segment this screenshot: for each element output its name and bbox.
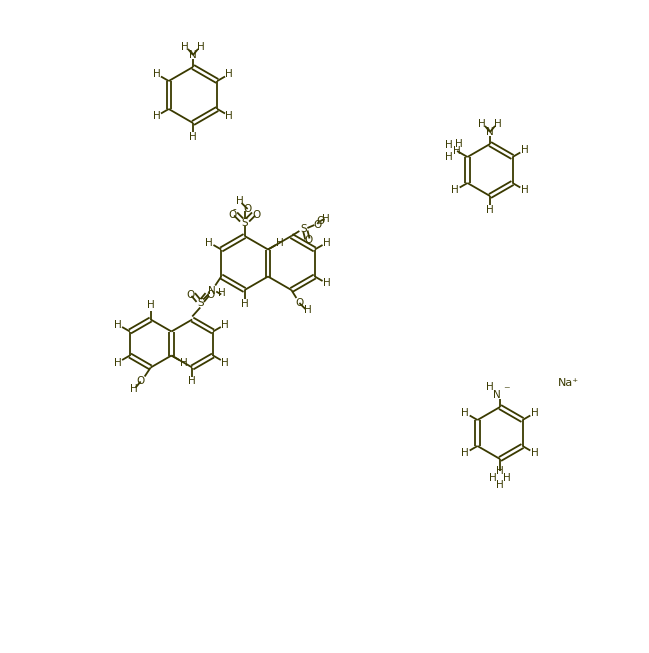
Text: H: H (114, 357, 121, 368)
Text: H: H (197, 42, 205, 52)
Text: H: H (225, 69, 233, 79)
Text: Na⁺: Na⁺ (557, 378, 578, 388)
Text: H: H (445, 152, 453, 162)
Text: S: S (197, 298, 204, 308)
Text: H: H (461, 448, 469, 458)
Text: H: H (461, 408, 469, 418)
Text: O: O (243, 204, 252, 214)
Text: -: - (233, 204, 236, 214)
Text: H: H (114, 319, 121, 330)
Text: H: H (455, 139, 463, 149)
Text: H: H (520, 185, 528, 195)
Text: H: H (181, 42, 189, 52)
Text: H: H (503, 473, 511, 483)
Text: H: H (520, 145, 528, 155)
Text: H: H (304, 305, 312, 315)
Text: H: H (478, 119, 486, 129)
Text: H: H (276, 238, 284, 247)
Text: H: H (180, 357, 188, 368)
Text: H: H (494, 119, 502, 129)
Text: H: H (496, 466, 504, 476)
Text: N: N (189, 50, 197, 60)
Text: H: H (323, 278, 331, 289)
Text: O: O (316, 216, 324, 226)
Text: S: S (241, 218, 248, 228)
Text: N: N (493, 390, 501, 400)
Text: O: O (304, 235, 313, 245)
Text: H: H (445, 140, 453, 150)
Text: H: H (153, 69, 160, 79)
Text: H: H (153, 111, 160, 121)
Text: H: H (221, 319, 229, 330)
Text: H: H (452, 185, 459, 195)
Text: N: N (486, 127, 494, 137)
Text: O: O (136, 377, 145, 387)
Text: H: H (147, 300, 154, 310)
Text: H: H (489, 473, 497, 483)
Text: H: H (205, 238, 213, 247)
Text: O: O (295, 298, 304, 308)
Text: N: N (208, 285, 216, 296)
Text: H: H (531, 448, 539, 458)
Text: H: H (189, 132, 197, 142)
Text: O: O (186, 289, 194, 300)
Text: H: H (188, 377, 196, 387)
Text: H: H (486, 205, 494, 215)
Text: O: O (313, 220, 321, 230)
Text: H: H (486, 382, 494, 392)
Text: O: O (206, 289, 214, 300)
Text: H: H (496, 480, 504, 490)
Text: H: H (236, 196, 243, 206)
Text: H: H (531, 408, 539, 418)
Text: H: H (218, 289, 226, 298)
Text: H: H (321, 214, 329, 224)
Text: H: H (323, 238, 331, 247)
Text: H: H (221, 357, 229, 368)
Text: H: H (241, 299, 249, 309)
Text: ⁻: ⁻ (503, 385, 509, 398)
Text: H: H (225, 111, 233, 121)
Text: H: H (453, 146, 461, 156)
Text: H: H (130, 383, 138, 394)
Text: O: O (252, 210, 261, 220)
Text: S: S (300, 224, 307, 234)
Text: O: O (228, 210, 237, 220)
